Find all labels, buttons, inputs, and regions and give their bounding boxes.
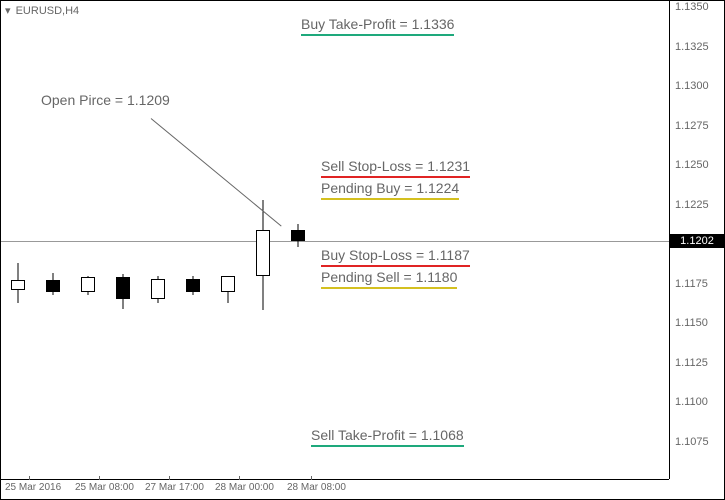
candle	[11, 1, 25, 481]
candle	[46, 1, 60, 481]
y-tick-label: 1.1075	[675, 436, 709, 448]
y-tick-label: 1.1350	[675, 1, 709, 13]
plot-area[interactable]: Buy Take-Profit = 1.1336 Open Pirce = 1.1…	[1, 1, 669, 479]
y-tick-label: 1.1150	[675, 317, 708, 329]
candle-body	[221, 276, 235, 292]
y-tick-label: 1.1225	[675, 199, 709, 211]
annotation-buy-sl: Buy Stop-Loss = 1.1187	[321, 247, 470, 263]
x-tick-mark	[99, 476, 100, 480]
candle-body	[81, 277, 95, 291]
current-price-line	[1, 241, 669, 242]
x-tick-mark	[29, 476, 30, 480]
annotation-underline	[321, 198, 459, 200]
annotation-underline	[321, 265, 470, 267]
annotation-open-price: Open Pirce = 1.1209	[41, 92, 170, 108]
annotation-pending-sell: Pending Sell = 1.1180	[321, 269, 457, 285]
candle	[221, 1, 235, 481]
candle-body	[151, 279, 165, 300]
y-axis: 1.1350 1.1325 1.1300 1.1275 1.1250 1.1225 1.12…	[669, 1, 724, 479]
candle-body	[116, 277, 130, 299]
x-tick-mark	[169, 476, 170, 480]
x-tick-label: 27 Mar 17:00	[145, 482, 204, 493]
y-tick-label: 1.1125	[675, 357, 708, 369]
candle-body	[46, 280, 60, 291]
annotation-sell-sl: Sell Stop-Loss = 1.1231	[321, 158, 470, 174]
y-tick-label: 1.1325	[675, 41, 709, 53]
annotation-underline	[321, 287, 457, 289]
candle	[186, 1, 200, 481]
y-tick-label: 1.1300	[675, 80, 709, 92]
candle	[256, 1, 270, 481]
annotation-underline	[321, 176, 470, 178]
x-tick-mark	[239, 476, 240, 480]
x-axis: 25 Mar 2016 25 Mar 08:00 27 Mar 17:00 28 Ma…	[1, 479, 669, 499]
current-price-marker: 1.1202	[670, 234, 724, 248]
y-tick-label: 1.1100	[675, 396, 708, 408]
x-tick-label: 28 Mar 00:00	[215, 482, 274, 493]
y-tick-label: 1.1275	[675, 120, 709, 132]
y-tick-label: 1.1175	[675, 278, 708, 290]
candle	[81, 1, 95, 481]
candle	[151, 1, 165, 481]
annotation-buy-tp: Buy Take-Profit = 1.1336	[301, 16, 454, 32]
x-tick-label: 25 Mar 08:00	[75, 482, 134, 493]
candle	[116, 1, 130, 481]
candle-body	[256, 230, 270, 276]
annotation-underline	[311, 445, 464, 447]
candle-body	[11, 280, 25, 289]
annotation-pending-buy: Pending Buy = 1.1224	[321, 180, 459, 196]
x-tick-label: 28 Mar 08:00	[287, 482, 346, 493]
x-tick-mark	[311, 476, 312, 480]
candle-body	[291, 230, 305, 241]
annotation-underline	[301, 34, 454, 36]
candle	[291, 1, 305, 481]
x-tick-label: 25 Mar 2016	[5, 482, 61, 493]
candlestick-chart: ▾ EURUSD,H4 Buy Take-Profit = 1.1336Open…	[0, 0, 725, 500]
y-tick-label: 1.1250	[675, 159, 709, 171]
annotation-sell-tp: Sell Take-Profit = 1.1068	[311, 427, 464, 443]
candle-body	[186, 279, 200, 292]
